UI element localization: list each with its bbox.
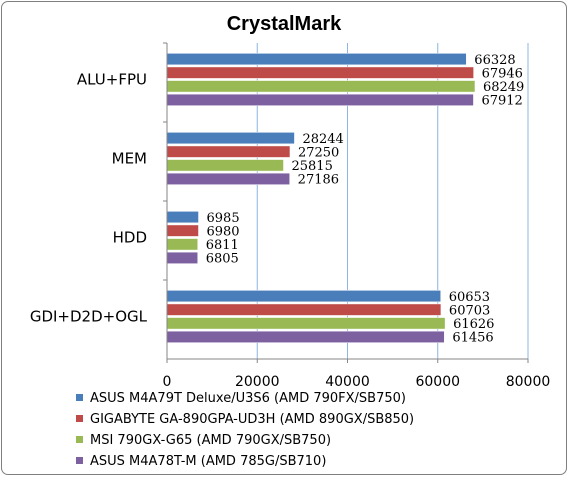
bar bbox=[166, 238, 198, 251]
legend-label: MSI 790GX-G65 (AMD 790GX/SB750) bbox=[90, 433, 331, 448]
data-label: 6811 bbox=[206, 238, 239, 253]
bar bbox=[166, 145, 291, 158]
x-tick-label: 40000 bbox=[325, 374, 370, 390]
category-label: ALU+FPU bbox=[77, 71, 147, 89]
bar bbox=[166, 132, 295, 145]
bar bbox=[166, 80, 476, 93]
data-label: 61626 bbox=[453, 317, 494, 332]
legend-swatch bbox=[76, 394, 83, 401]
category-label: MEM bbox=[112, 150, 147, 168]
bar bbox=[166, 251, 198, 264]
bar bbox=[166, 66, 474, 79]
bar bbox=[166, 93, 474, 106]
legend-swatch bbox=[76, 436, 83, 443]
data-label: 61456 bbox=[452, 331, 493, 346]
x-tick-label: 0 bbox=[163, 374, 172, 390]
bar bbox=[166, 211, 199, 224]
data-label: 27186 bbox=[298, 173, 339, 188]
x-tick-label: 20000 bbox=[235, 374, 280, 390]
data-label: 66328 bbox=[474, 53, 515, 68]
bar bbox=[166, 159, 284, 172]
bar bbox=[166, 53, 467, 66]
legend-label: ASUS M4A78T-M (AMD 785G/SB710) bbox=[90, 454, 326, 469]
category-label: GDI+D2D+OGL bbox=[30, 308, 148, 326]
data-label: 67912 bbox=[481, 94, 522, 109]
chart-title: CrystalMark bbox=[227, 13, 342, 35]
data-label: 60653 bbox=[449, 290, 490, 305]
data-label: 6985 bbox=[207, 211, 240, 226]
bar bbox=[166, 317, 446, 330]
data-label: 60703 bbox=[449, 303, 490, 318]
data-label: 67946 bbox=[482, 66, 523, 81]
bar bbox=[166, 330, 445, 343]
bar bbox=[166, 172, 290, 185]
x-tick-label: 60000 bbox=[415, 374, 460, 390]
data-label: 25815 bbox=[291, 159, 332, 174]
data-label: 68249 bbox=[483, 80, 524, 95]
legend-swatch bbox=[76, 415, 83, 422]
legend-label: ASUS M4A79T Deluxe/U3S6 (AMD 790FX/SB750… bbox=[90, 391, 406, 406]
data-label: 27250 bbox=[298, 145, 339, 160]
data-label: 6980 bbox=[206, 224, 239, 239]
category-label: HDD bbox=[113, 229, 147, 247]
legend-label: GIGABYTE GA-890GPA-UD3H (AMD 890GX/SB850… bbox=[90, 412, 414, 427]
bar bbox=[166, 224, 199, 237]
bar bbox=[166, 290, 441, 303]
x-tick-label: 80000 bbox=[506, 374, 551, 390]
axes: 0 20000 40000 60000 80000 ALU+FPU MEM HDD GDI+D2… bbox=[30, 42, 551, 390]
bars bbox=[166, 53, 476, 343]
bar bbox=[166, 303, 442, 316]
data-label: 6805 bbox=[206, 252, 239, 267]
legend-swatch bbox=[76, 457, 83, 464]
legend: ASUS M4A79T Deluxe/U3S6 (AMD 790FX/SB750… bbox=[76, 391, 414, 469]
data-label: 28244 bbox=[302, 132, 343, 147]
